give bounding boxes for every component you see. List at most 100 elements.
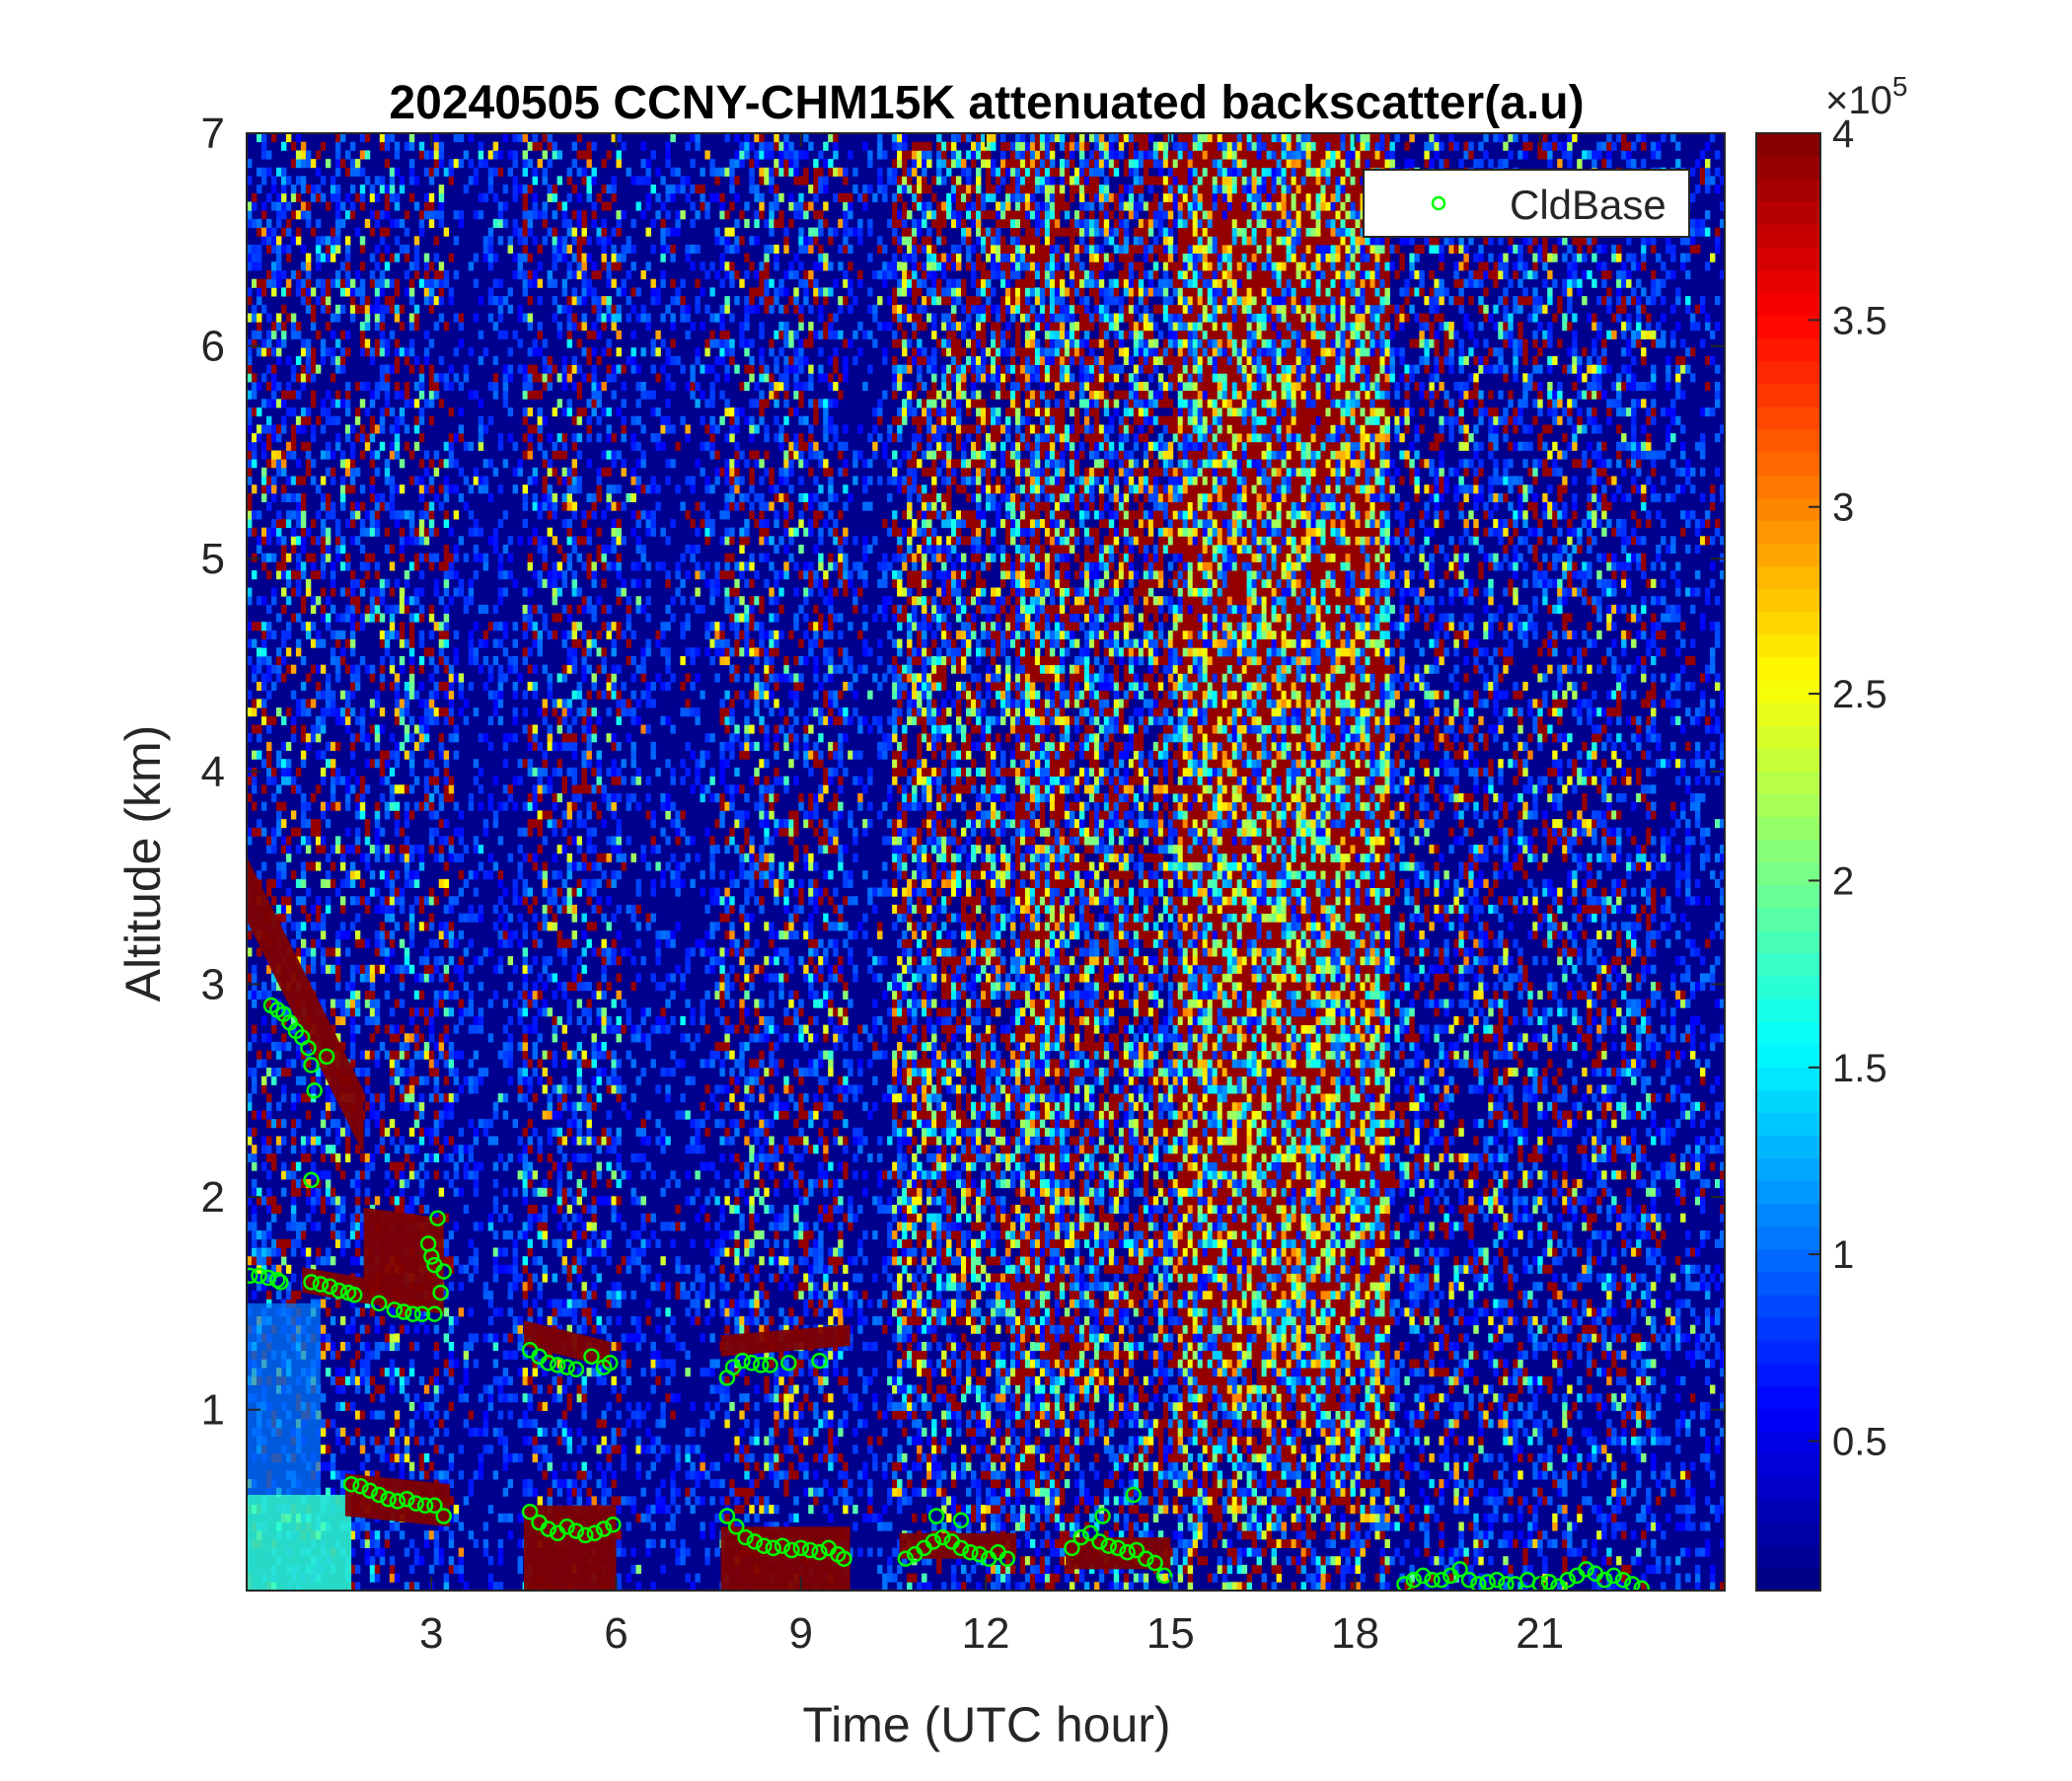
heatmap-cell — [374, 501, 381, 511]
heatmap-cell — [428, 1068, 435, 1077]
heatmap-cell — [453, 484, 460, 494]
heatmap-cell — [389, 304, 396, 314]
heatmap-cell — [320, 253, 327, 262]
heatmap-cell — [581, 947, 587, 957]
heatmap-cell — [364, 1556, 371, 1566]
heatmap-cell — [320, 450, 327, 460]
heatmap-cell — [571, 622, 577, 631]
heatmap-cell — [320, 536, 327, 546]
heatmap-cell — [252, 408, 258, 417]
heatmap-cell — [413, 870, 420, 880]
heatmap-cell — [271, 261, 277, 271]
heatmap-cell — [300, 938, 307, 948]
heatmap-cell — [517, 1015, 523, 1025]
heatmap-cell — [404, 1375, 410, 1385]
heatmap-cell — [492, 1273, 499, 1283]
heatmap-cell — [463, 1342, 470, 1352]
heatmap-cell — [591, 1042, 597, 1052]
heatmap-cell — [566, 664, 572, 674]
heatmap-cell — [257, 330, 262, 339]
heatmap-cell — [261, 227, 267, 237]
heatmap-cell — [364, 527, 371, 537]
heatmap-cell — [305, 1247, 312, 1257]
heatmap-cell — [394, 1050, 401, 1060]
heatmap-cell — [532, 1205, 538, 1215]
heatmap-cell — [542, 1213, 548, 1223]
heatmap-cell — [404, 510, 410, 520]
heatmap-cell — [556, 1015, 562, 1025]
heatmap-cell — [512, 253, 518, 262]
heatmap-cell — [374, 836, 381, 846]
heatmap-cell — [379, 613, 386, 623]
heatmap-cell — [576, 408, 582, 417]
heatmap-cell — [290, 450, 297, 460]
heatmap-cell — [281, 415, 287, 425]
heatmap-cell — [330, 1222, 336, 1231]
heatmap-cell — [344, 561, 351, 571]
heatmap-cell — [408, 759, 415, 769]
heatmap-cell — [537, 141, 543, 151]
heatmap-cell — [512, 1324, 518, 1334]
heatmap-cell — [354, 1007, 361, 1017]
heatmap-cell — [596, 1007, 602, 1017]
heatmap-cell — [374, 304, 381, 314]
heatmap-cell — [512, 185, 518, 194]
heatmap-cell — [591, 287, 597, 297]
heatmap-cell — [542, 1445, 548, 1454]
heatmap-cell — [542, 364, 548, 374]
heatmap-cell — [423, 1152, 430, 1162]
heatmap-cell — [581, 150, 587, 160]
heatmap-cell — [463, 604, 470, 614]
heatmap-cell — [271, 896, 277, 906]
heatmap-cell — [399, 185, 406, 194]
heatmap-cell — [502, 373, 509, 383]
heatmap-cell — [581, 1059, 587, 1069]
heatmap-cell — [271, 382, 277, 392]
heatmap-cell — [453, 990, 460, 1000]
heatmap-cell — [413, 896, 420, 906]
heatmap-cell — [566, 313, 572, 323]
heatmap-cell — [547, 355, 553, 365]
heatmap-cell — [448, 904, 455, 914]
heatmap-cell — [281, 861, 287, 871]
heatmap-cell — [561, 578, 567, 588]
heatmap-cell — [576, 236, 582, 246]
heatmap-cell — [320, 1170, 327, 1180]
heatmap-cell — [404, 270, 410, 280]
heatmap-cell — [252, 750, 258, 760]
heatmap-cell — [399, 904, 406, 914]
heatmap-cell — [522, 492, 528, 502]
heatmap-cell — [369, 433, 376, 443]
heatmap-cell — [581, 278, 587, 288]
heatmap-cell — [344, 330, 351, 339]
heatmap-cell — [547, 227, 553, 237]
heatmap-cell — [542, 501, 548, 511]
heatmap-cell — [576, 1152, 582, 1162]
heatmap-cell — [438, 956, 445, 966]
heatmap-cell — [359, 322, 366, 332]
heatmap-cell — [285, 853, 292, 862]
heatmap-cell — [379, 1136, 386, 1146]
heatmap-cell — [576, 707, 582, 717]
heatmap-cell — [285, 836, 292, 846]
heatmap-cell — [330, 1230, 336, 1240]
heatmap-cell — [581, 218, 587, 228]
heatmap-cell — [325, 801, 332, 811]
heatmap-cell — [433, 1470, 440, 1480]
heatmap-cell — [532, 1487, 538, 1497]
heatmap-cell — [576, 982, 582, 992]
heatmap-cell — [492, 819, 499, 829]
heatmap-cell — [261, 596, 267, 606]
heatmap-cell — [507, 1375, 513, 1385]
heatmap-cell — [295, 947, 302, 957]
heatmap-cell — [349, 1401, 356, 1411]
heatmap-cell — [413, 1007, 420, 1017]
heatmap-cell — [453, 1068, 460, 1077]
heatmap-cell — [330, 999, 336, 1008]
heatmap-cell — [487, 1505, 494, 1515]
heatmap-cell — [448, 1136, 455, 1146]
heatmap-cell — [315, 261, 322, 271]
heatmap-cell — [408, 1033, 415, 1043]
heatmap-cell — [290, 236, 297, 246]
heatmap-cell — [354, 1307, 361, 1317]
